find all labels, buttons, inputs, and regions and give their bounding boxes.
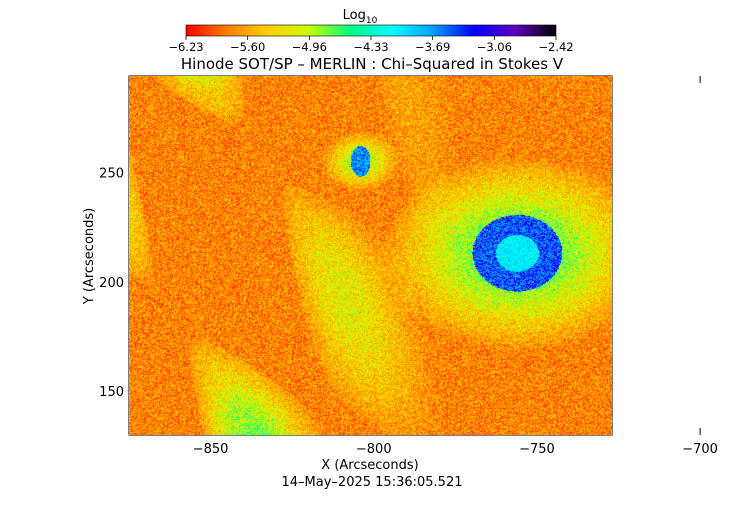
colorbar-tick-label: −6.23: [168, 40, 203, 54]
colorbar-tick-label: −4.96: [292, 40, 327, 54]
colorbar-tick-label: −3.06: [477, 40, 512, 54]
chi-squared-map: [129, 76, 612, 435]
x-axis: −850 −800 −750 −700: [144, 76, 718, 457]
colorbar-ticks: −6.23 −5.60 −4.96 −4.33 −3.69 −3.06 −2.42: [168, 36, 574, 54]
colorbar: [185, 24, 557, 37]
y-tick-label: 200: [99, 276, 124, 291]
colorbar-tick-label: −4.33: [353, 40, 388, 54]
y-axis-label: Y (Arcseconds): [82, 208, 97, 305]
x-tick-label: −850: [193, 442, 229, 457]
colorbar-tick-label: −5.60: [230, 40, 265, 54]
y-tick-label: 150: [99, 385, 124, 400]
x-tick-label: −700: [682, 442, 718, 457]
y-tick-label: 250: [99, 166, 124, 181]
colorbar-tick-label: −3.69: [415, 40, 450, 54]
x-axis-label: X (Arcseconds): [321, 458, 418, 473]
x-tick-label: −800: [356, 442, 392, 457]
x-tick-label: −750: [519, 442, 555, 457]
timestamp: 14–May–2025 15:36:05.521: [282, 475, 463, 490]
chart-title: Hinode SOT/SP – MERLIN : Chi–Squared in …: [181, 55, 564, 73]
colorbar-tick-label: −2.42: [538, 40, 573, 54]
colorbar-label: Log10: [343, 8, 378, 26]
